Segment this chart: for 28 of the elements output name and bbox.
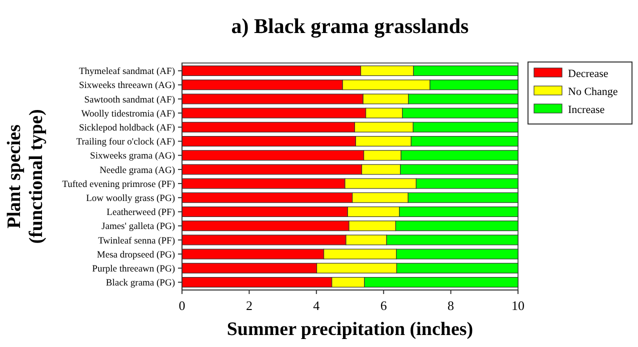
chart-title: a) Black grama grasslands (231, 14, 469, 38)
y-tick-label: Black grama (PG) (106, 278, 175, 289)
y-tick-label: James' galleta (PG) (102, 222, 175, 232)
x-axis-title: Summer precipitation (inches) (226, 319, 474, 340)
y-tick-label: Mesa dropseed (PG) (96, 250, 175, 260)
x-tick-label: 4 (313, 298, 320, 313)
x-tick-label: 10 (512, 298, 524, 313)
y-tick-label: Tufted evening primrose (PF) (62, 180, 175, 190)
x-tick-label: 8 (448, 298, 454, 313)
legend-label: Increase (568, 104, 605, 116)
y-axis-title: Plant species (functional type) (4, 109, 47, 244)
y-tick-label: Twinleaf senna (PF) (98, 236, 175, 246)
y-tick-label: Sicklepod holdback (AF) (78, 123, 175, 134)
y-tick-label: Purple threeawn (PG) (92, 264, 175, 274)
y-tick-label: Trailing four o'clock (AF) (76, 138, 175, 148)
y-tick-label: Leatherweed (PF) (106, 208, 175, 218)
y-tick-label: Thymeleaf sandmat (AF) (78, 67, 175, 78)
x-tick-label: 2 (246, 298, 252, 313)
legend-label: Decrease (568, 68, 608, 80)
x-tick-label: 0 (178, 298, 186, 313)
y-tick-label: Low woolly grass (PG) (86, 194, 175, 204)
legend-label: No Change (568, 86, 618, 98)
y-tick-label: Sixweeks threeawn (AG) (78, 81, 175, 92)
x-tick-label: 6 (380, 298, 388, 313)
y-tick-label: Woolly tidestromia (AF) (81, 109, 175, 120)
y-tick-label: Needle grama (AG) (100, 166, 175, 176)
y-tick-label: Sixweeks grama (AG) (90, 152, 175, 162)
y-tick-label: Sawtooth sandmat (AF) (84, 95, 175, 106)
